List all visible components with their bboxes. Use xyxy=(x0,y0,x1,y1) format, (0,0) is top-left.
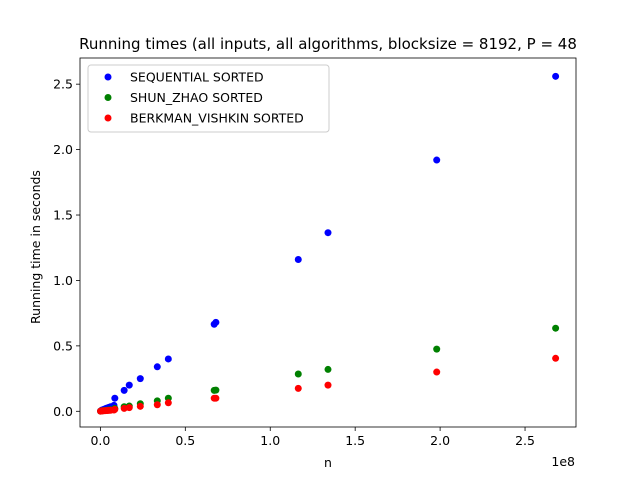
x-tick-label: 2.0 xyxy=(430,433,450,448)
data-point xyxy=(212,386,220,394)
data-point xyxy=(294,370,302,378)
data-point xyxy=(111,394,119,402)
chart-title: Running times (all inputs, all algorithm… xyxy=(79,35,577,53)
legend-item: BERKMAN_VISHKIN SORTED xyxy=(104,111,304,126)
y-tick-label: 0.0 xyxy=(53,404,73,419)
x-tick-label: 2.5 xyxy=(515,433,535,448)
legend-item: SEQUENTIAL SORTED xyxy=(104,70,264,85)
data-point xyxy=(433,368,441,376)
x-axis-title: n xyxy=(324,455,332,470)
data-point xyxy=(433,345,441,353)
data-point xyxy=(136,375,144,383)
data-point xyxy=(324,229,332,237)
data-point xyxy=(120,386,128,394)
y-axis: 0.0 0.5 1.0 1.5 2.0 2.5 xyxy=(53,77,80,419)
legend-label: BERKMAN_VISHKIN SORTED xyxy=(130,111,304,126)
y-tick-label: 2.5 xyxy=(53,77,73,92)
y-tick-label: 2.0 xyxy=(53,142,73,157)
data-point xyxy=(125,404,133,412)
x-tick-label: 1.0 xyxy=(260,433,280,448)
legend-box xyxy=(87,64,330,133)
data-point xyxy=(164,399,172,407)
legend-label: SHUN_ZHAO SORTED xyxy=(130,90,263,105)
data-point xyxy=(136,402,144,410)
data-point xyxy=(324,365,332,373)
data-point xyxy=(294,256,302,264)
data-point xyxy=(552,354,560,362)
data-point xyxy=(212,394,220,402)
data-point xyxy=(111,405,119,413)
legend-item: SHUN_ZHAO SORTED xyxy=(104,90,263,105)
legend-marker xyxy=(104,94,112,101)
y-tick-label: 1.5 xyxy=(53,208,73,223)
x-tick-label: 0.0 xyxy=(90,433,110,448)
data-point xyxy=(552,324,560,332)
y-tick-label: 0.5 xyxy=(53,338,73,353)
legend-marker xyxy=(104,114,112,122)
data-point xyxy=(212,318,220,326)
data-point xyxy=(552,72,560,80)
data-point xyxy=(153,401,161,409)
data-point xyxy=(294,384,302,392)
x-axis: 0.0 0.5 1.0 1.5 2.0 2.5 xyxy=(90,427,535,448)
series-3 xyxy=(97,354,560,415)
x-tick-label: 0.5 xyxy=(175,433,195,448)
x-tick-label: 1.5 xyxy=(345,433,365,448)
x-axis-offset-label: 1e8 xyxy=(551,454,575,469)
plot-frame xyxy=(79,57,577,428)
legend: SEQUENTIAL SORTED SHUN_ZHAO SORTED BERKMAN… xyxy=(87,64,330,133)
data-point xyxy=(324,381,332,389)
data-point xyxy=(153,363,161,371)
plot-area xyxy=(79,57,577,428)
data-point xyxy=(125,381,133,389)
data-point xyxy=(433,156,441,164)
legend-marker xyxy=(104,73,112,81)
legend-label: SEQUENTIAL SORTED xyxy=(130,70,264,85)
y-tick-label: 1.0 xyxy=(53,273,73,288)
data-point xyxy=(164,355,172,363)
y-axis-title: Running time in seconds xyxy=(28,170,43,324)
